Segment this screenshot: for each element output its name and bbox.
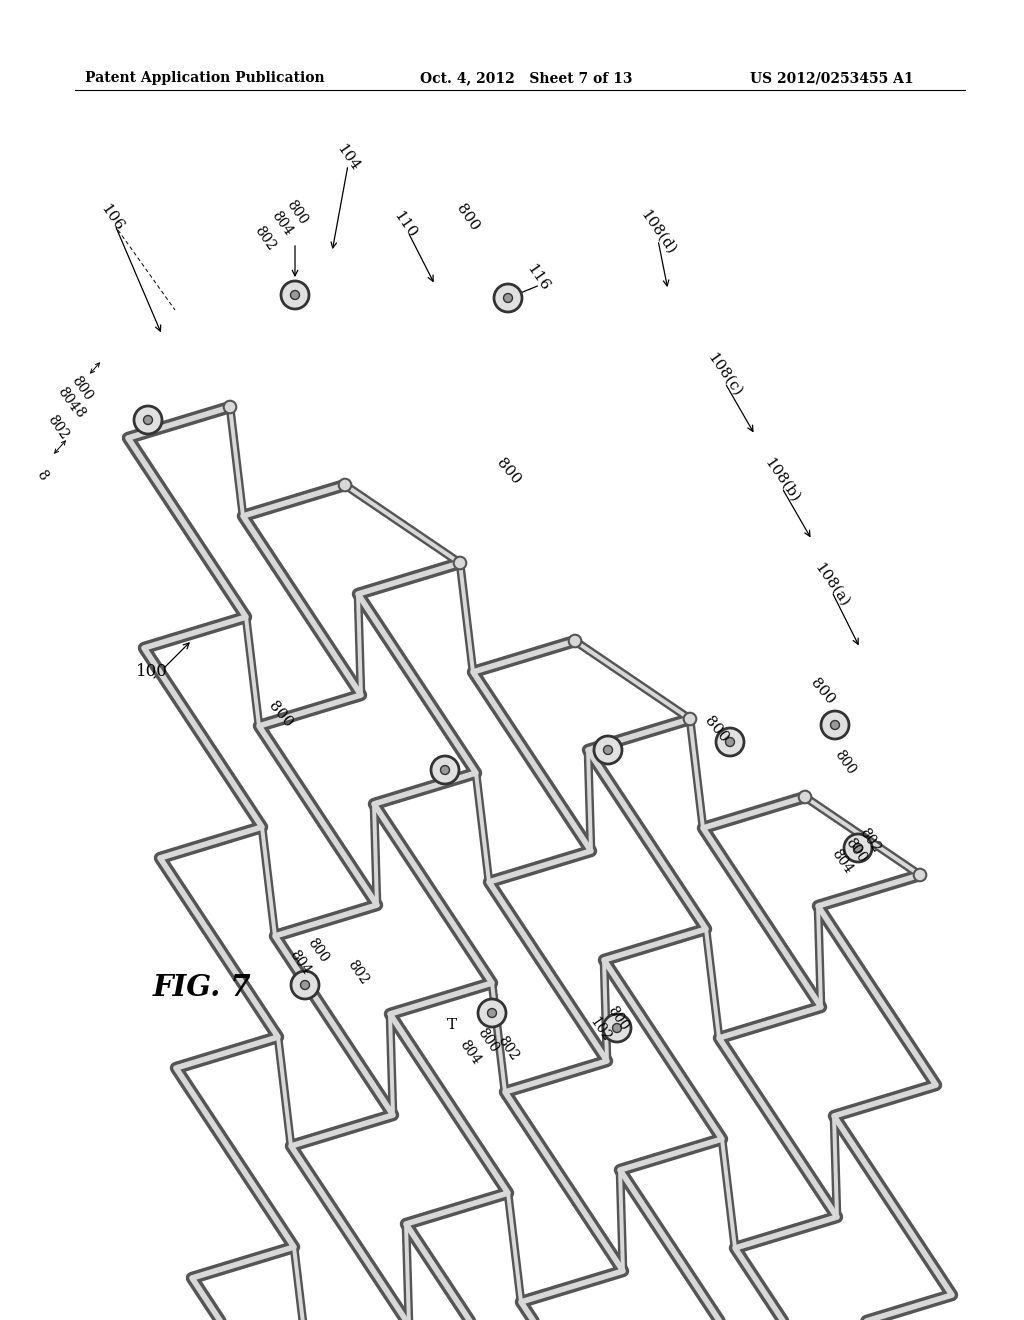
Text: 804: 804	[54, 385, 81, 414]
Text: 800: 800	[701, 714, 731, 746]
Circle shape	[568, 635, 582, 647]
Circle shape	[300, 981, 309, 990]
Circle shape	[478, 999, 506, 1027]
Circle shape	[339, 479, 351, 491]
Text: 800: 800	[284, 197, 310, 227]
Circle shape	[716, 729, 744, 756]
Circle shape	[726, 738, 734, 747]
Text: 104: 104	[334, 143, 362, 174]
Text: 116: 116	[524, 261, 552, 294]
Circle shape	[454, 557, 466, 569]
Text: 800: 800	[454, 202, 482, 234]
Text: 800: 800	[475, 1026, 502, 1055]
Circle shape	[854, 843, 862, 853]
Text: 802: 802	[345, 957, 372, 987]
Circle shape	[594, 737, 622, 764]
Circle shape	[223, 401, 237, 413]
Text: Oct. 4, 2012   Sheet 7 of 13: Oct. 4, 2012 Sheet 7 of 13	[420, 71, 633, 84]
Circle shape	[603, 746, 612, 755]
Circle shape	[281, 281, 309, 309]
Text: 800: 800	[807, 676, 837, 708]
Text: 800: 800	[69, 374, 95, 403]
Text: 800: 800	[843, 836, 869, 865]
Text: 108(a): 108(a)	[812, 561, 852, 610]
Text: 8: 8	[71, 404, 87, 420]
Circle shape	[291, 290, 299, 300]
Circle shape	[440, 766, 450, 775]
Text: 804: 804	[268, 209, 295, 239]
Text: 800: 800	[265, 700, 295, 731]
Text: 800: 800	[605, 1003, 631, 1032]
Text: 106: 106	[98, 202, 126, 234]
Text: 102: 102	[587, 1015, 613, 1045]
Text: 802: 802	[252, 223, 279, 252]
Circle shape	[487, 1008, 497, 1018]
Circle shape	[504, 293, 512, 302]
Text: 108(c): 108(c)	[706, 351, 745, 400]
Text: 804: 804	[287, 948, 313, 978]
Text: 802: 802	[495, 1034, 521, 1063]
Text: US 2012/0253455 A1: US 2012/0253455 A1	[750, 71, 913, 84]
Text: 800: 800	[494, 457, 522, 487]
Circle shape	[603, 1014, 631, 1041]
Text: 800: 800	[831, 747, 858, 776]
Text: 804: 804	[457, 1039, 483, 1068]
Text: 802: 802	[857, 825, 884, 855]
Text: FIG. 7: FIG. 7	[153, 974, 251, 1002]
Circle shape	[612, 1023, 622, 1032]
Circle shape	[143, 416, 153, 425]
Circle shape	[844, 834, 872, 862]
Text: 8: 8	[34, 467, 50, 483]
Circle shape	[291, 972, 319, 999]
Text: 108(b): 108(b)	[762, 455, 803, 504]
Circle shape	[799, 791, 811, 804]
Circle shape	[830, 721, 840, 730]
Circle shape	[821, 711, 849, 739]
Circle shape	[431, 756, 459, 784]
Text: 108(d): 108(d)	[638, 207, 678, 257]
Text: 802: 802	[45, 412, 72, 442]
Circle shape	[134, 407, 162, 434]
Text: 100: 100	[136, 664, 168, 681]
Circle shape	[494, 284, 522, 312]
Text: 804: 804	[828, 847, 855, 876]
Text: T: T	[446, 1018, 457, 1032]
Text: 110: 110	[391, 209, 419, 242]
Circle shape	[684, 713, 696, 725]
Text: Patent Application Publication: Patent Application Publication	[85, 71, 325, 84]
Text: 800: 800	[305, 936, 331, 965]
Circle shape	[913, 869, 927, 882]
